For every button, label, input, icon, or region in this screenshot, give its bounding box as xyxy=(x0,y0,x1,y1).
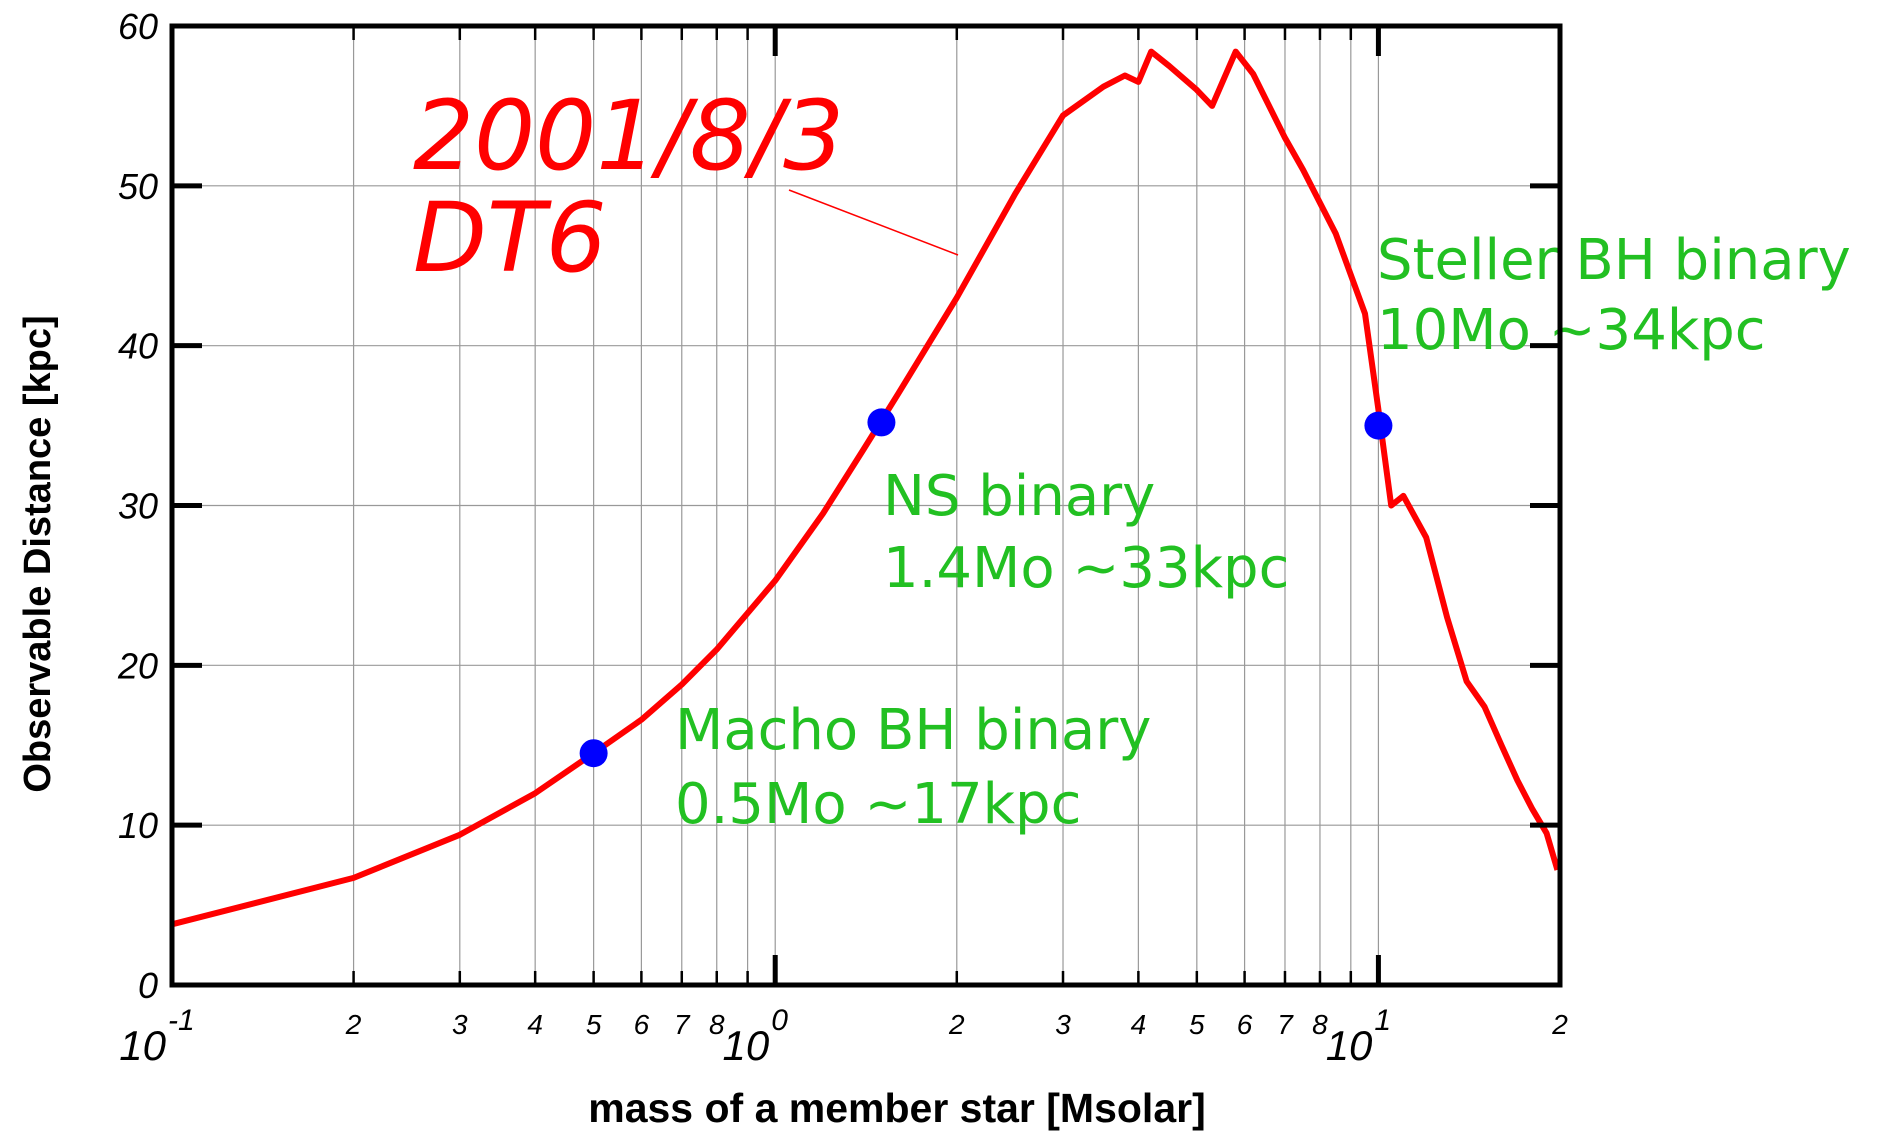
x-tick-label: 2 xyxy=(345,1009,362,1040)
x-tick-label: 2 xyxy=(948,1009,965,1040)
annotation: 1.4Mo ~33kpc xyxy=(883,536,1289,601)
annotation: Steller BH binary xyxy=(1377,228,1851,293)
x-tick-label: 7 xyxy=(674,1009,691,1040)
annotation: 10Mo ~34kpc xyxy=(1377,298,1766,363)
data-point xyxy=(867,408,896,437)
x-tick-label: 8 xyxy=(709,1009,725,1040)
annotation: NS binary xyxy=(883,464,1155,529)
x-tick-label: 10 xyxy=(119,1022,166,1069)
x-tick-label: 3 xyxy=(1055,1009,1071,1040)
y-tick-label: 20 xyxy=(117,645,158,686)
x-tick-label: 7 xyxy=(1277,1009,1294,1040)
x-tick-exponent: -1 xyxy=(168,1004,195,1037)
data-line xyxy=(171,48,1561,928)
x-tick-label: 8 xyxy=(1312,1009,1328,1040)
x-tick-exponent: 0 xyxy=(771,1004,788,1037)
y-tick-label: 50 xyxy=(118,166,158,207)
annotation: 0.5Mo ~17kpc xyxy=(675,772,1081,837)
x-tick-label: 5 xyxy=(586,1009,602,1040)
data-point xyxy=(579,739,608,768)
x-tick-label: 10 xyxy=(1326,1022,1373,1069)
x-tick-exponent: 1 xyxy=(1374,1004,1391,1037)
x-tick-label: 6 xyxy=(1237,1009,1253,1040)
y-axis-label: Observable Distance [kpc] xyxy=(17,315,59,792)
y-tick-label: 0 xyxy=(138,965,158,1006)
x-tick-label: 10 xyxy=(722,1022,769,1069)
x-tick-label: 2 xyxy=(1551,1009,1568,1040)
x-tick-label: 4 xyxy=(1131,1009,1147,1040)
y-tick-label: 40 xyxy=(118,326,158,367)
data-point xyxy=(1364,411,1393,440)
x-tick-label: 3 xyxy=(452,1009,468,1040)
leader-line xyxy=(788,189,959,256)
plot-area xyxy=(171,48,1561,928)
annotation: Macho BH binary xyxy=(675,698,1151,763)
annotation: 2001/8/3 xyxy=(413,80,844,192)
x-tick-label: 4 xyxy=(527,1009,543,1040)
x-tick-label: 5 xyxy=(1189,1009,1205,1040)
y-tick-label: 30 xyxy=(118,486,158,527)
grid xyxy=(171,25,1561,986)
x-axis-label: mass of a member star [Msolar] xyxy=(588,1085,1206,1131)
y-tick-label: 60 xyxy=(118,6,158,47)
y-tick-label: 10 xyxy=(118,805,158,846)
annotation: DT6 xyxy=(413,182,607,294)
plot-frame xyxy=(169,23,1563,988)
x-tick-label: 6 xyxy=(634,1009,650,1040)
